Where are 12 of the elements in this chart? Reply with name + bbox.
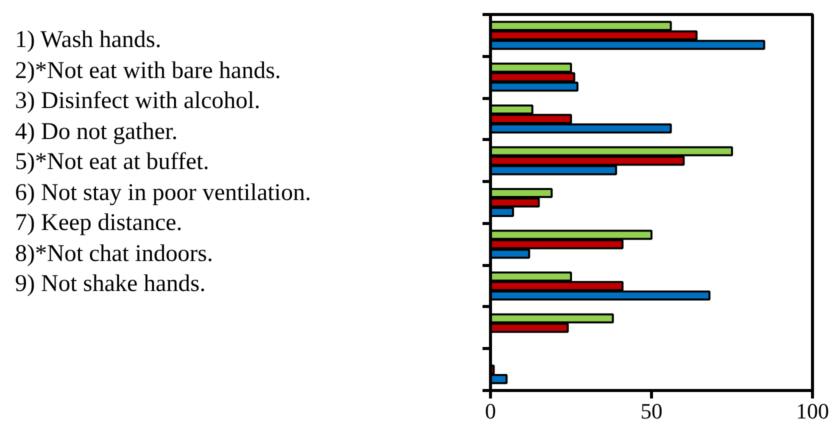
text: 5)*Not eat at buffet.	[15, 149, 210, 175]
x-tick-label: 50	[640, 398, 662, 424]
text: 9) Not shake hands.	[15, 271, 206, 297]
text: 7) Keep distance.	[15, 210, 182, 236]
text: 4) Do not gather.	[15, 118, 178, 144]
text: 8)*Not chat indoors.	[15, 240, 213, 266]
x-tick-label: 100	[796, 398, 829, 424]
text: 2)*Not eat with bare hands.	[15, 58, 281, 84]
x-tick-label: 0	[485, 398, 496, 424]
text: 3) Disinfect with alcohol.	[15, 88, 260, 114]
text: 6) Not stay in poor ventilation.	[15, 180, 311, 206]
text: 1) Wash hands.	[15, 27, 162, 53]
